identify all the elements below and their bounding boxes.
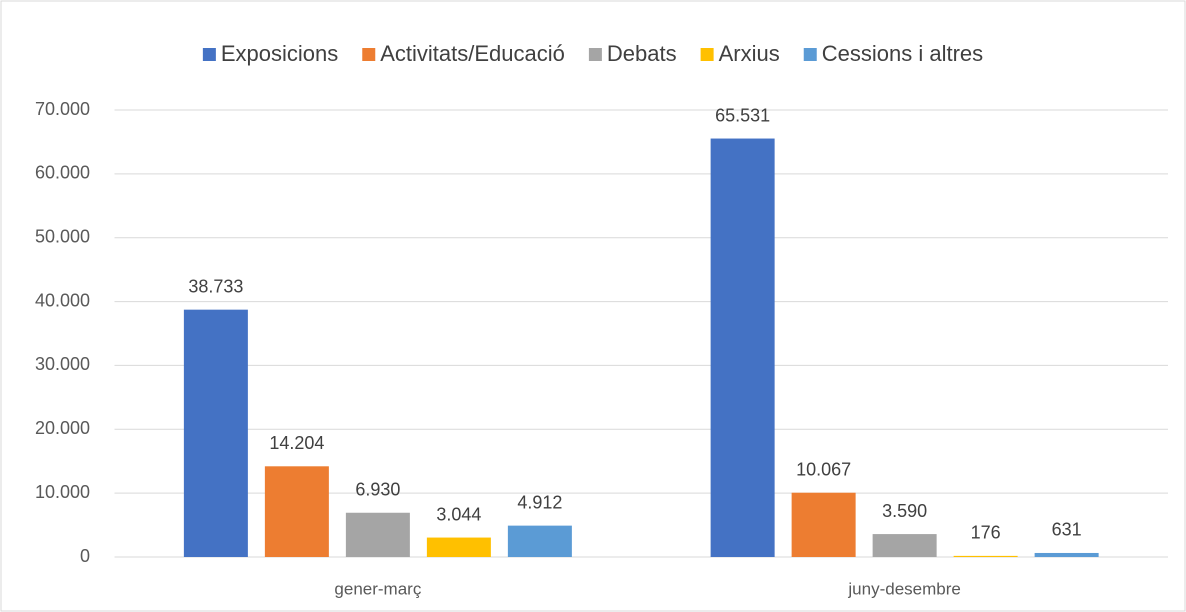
bar — [791, 492, 856, 557]
bar — [426, 537, 491, 557]
value-label: 176 — [971, 523, 1001, 543]
value-label: 6.930 — [355, 479, 400, 499]
bar — [345, 512, 410, 557]
x-tick-label: juny-desembre — [847, 579, 960, 598]
bar — [872, 534, 937, 557]
legend-label: Activitats/Educació — [380, 41, 565, 66]
value-label: 3.044 — [436, 504, 481, 524]
legend: Exposicions Activitats/Educació Debats Arxi… — [202, 41, 983, 66]
bar — [1034, 552, 1099, 557]
bar — [710, 138, 775, 557]
legend-label: Cessions i altres — [822, 41, 983, 66]
bar — [953, 555, 1018, 557]
bar — [183, 309, 248, 557]
y-tick-label: 40.000 — [35, 290, 90, 310]
legend-label: Exposicions — [221, 41, 338, 66]
bar — [264, 466, 329, 557]
value-label: 10.067 — [796, 459, 851, 479]
value-label: 3.590 — [882, 501, 927, 521]
value-label: 38.733 — [188, 276, 243, 296]
legend-swatch — [202, 48, 216, 61]
bar — [507, 525, 572, 557]
legend-swatch — [588, 48, 602, 61]
legend-swatch — [803, 48, 817, 61]
legend-label: Debats — [607, 41, 677, 66]
y-tick-label: 60.000 — [35, 163, 90, 183]
legend-swatch — [362, 48, 376, 61]
y-tick-label: 10.000 — [35, 482, 90, 502]
x-tick-label: gener-març — [334, 579, 421, 598]
value-label: 4.912 — [517, 492, 562, 512]
y-tick-label: 0 — [80, 546, 90, 566]
legend-label: Arxius — [719, 41, 780, 66]
y-tick-label: 70.000 — [35, 99, 90, 119]
legend-swatch — [700, 48, 714, 61]
y-tick-label: 20.000 — [35, 418, 90, 438]
value-label: 65.531 — [715, 105, 770, 125]
value-label: 14.204 — [269, 433, 324, 453]
y-tick-label: 30.000 — [35, 354, 90, 374]
value-label: 631 — [1052, 520, 1082, 540]
y-tick-label: 50.000 — [35, 226, 90, 246]
